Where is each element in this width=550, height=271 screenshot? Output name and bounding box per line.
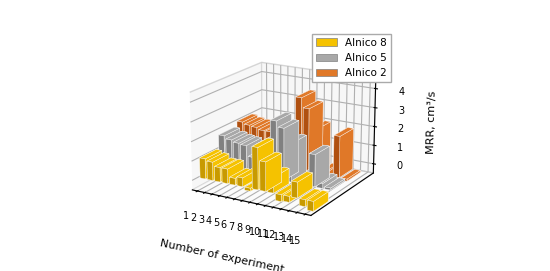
X-axis label: Number of experiment: Number of experiment	[160, 238, 285, 271]
Legend: Alnico 8, Alnico 5, Alnico 2: Alnico 8, Alnico 5, Alnico 2	[312, 34, 392, 82]
